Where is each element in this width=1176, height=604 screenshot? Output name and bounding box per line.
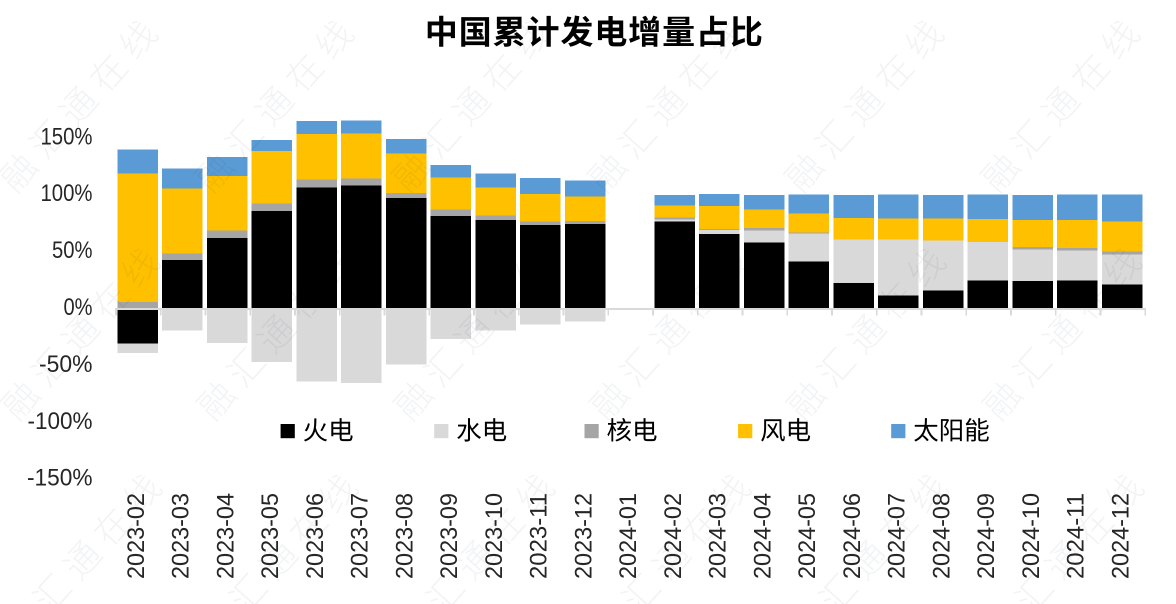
svg-text:-50%: -50%	[39, 351, 93, 378]
svg-text:2024-12: 2024-12	[1108, 493, 1135, 579]
svg-text:50%: 50%	[52, 237, 93, 264]
svg-text:2024-07: 2024-07	[884, 493, 911, 579]
svg-text:-100%: -100%	[28, 408, 93, 435]
svg-text:100%: 100%	[41, 180, 93, 207]
svg-text:2023-05: 2023-05	[257, 493, 284, 579]
svg-text:2023-12: 2023-12	[571, 493, 598, 579]
svg-text:2023-09: 2023-09	[436, 493, 463, 579]
svg-text:2024-08: 2024-08	[929, 493, 956, 579]
svg-text:2024-01: 2024-01	[615, 493, 642, 579]
svg-text:2023-08: 2023-08	[392, 493, 419, 579]
svg-text:2023-06: 2023-06	[302, 493, 329, 579]
svg-text:2024-09: 2024-09	[973, 493, 1000, 579]
svg-text:2023-04: 2023-04	[213, 493, 240, 579]
svg-text:-150%: -150%	[27, 465, 93, 492]
svg-text:2023-10: 2023-10	[481, 493, 508, 579]
svg-text:2024-04: 2024-04	[750, 493, 777, 579]
svg-text:0%: 0%	[64, 294, 93, 321]
svg-text:2024-10: 2024-10	[1018, 493, 1045, 579]
svg-text:2024-11: 2024-11	[1063, 493, 1090, 579]
svg-text:2023-07: 2023-07	[347, 493, 374, 579]
svg-text:2024-03: 2024-03	[705, 493, 732, 579]
svg-text:150%: 150%	[41, 123, 93, 150]
svg-text:2024-02: 2024-02	[660, 493, 687, 579]
svg-text:2023-03: 2023-03	[168, 493, 195, 579]
svg-text:2023-02: 2023-02	[123, 493, 150, 579]
svg-text:2024-05: 2024-05	[794, 493, 821, 579]
svg-text:2023-11: 2023-11	[526, 493, 553, 579]
svg-text:2024-06: 2024-06	[839, 493, 866, 579]
